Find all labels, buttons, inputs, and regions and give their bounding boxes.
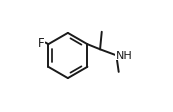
Text: NH: NH [116,51,133,60]
Text: F: F [37,37,44,50]
